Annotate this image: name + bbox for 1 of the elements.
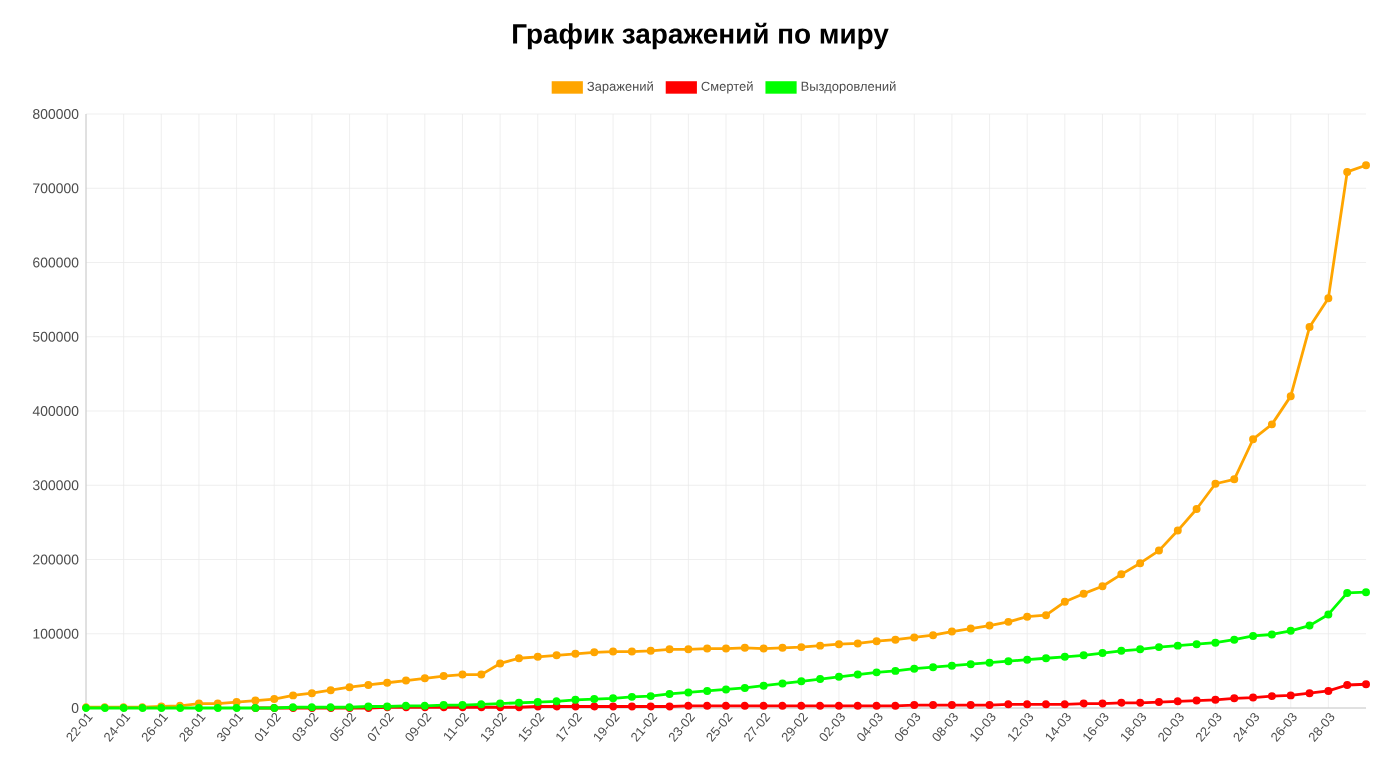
chart-title: График заражений по миру: [513, 22, 889, 50]
